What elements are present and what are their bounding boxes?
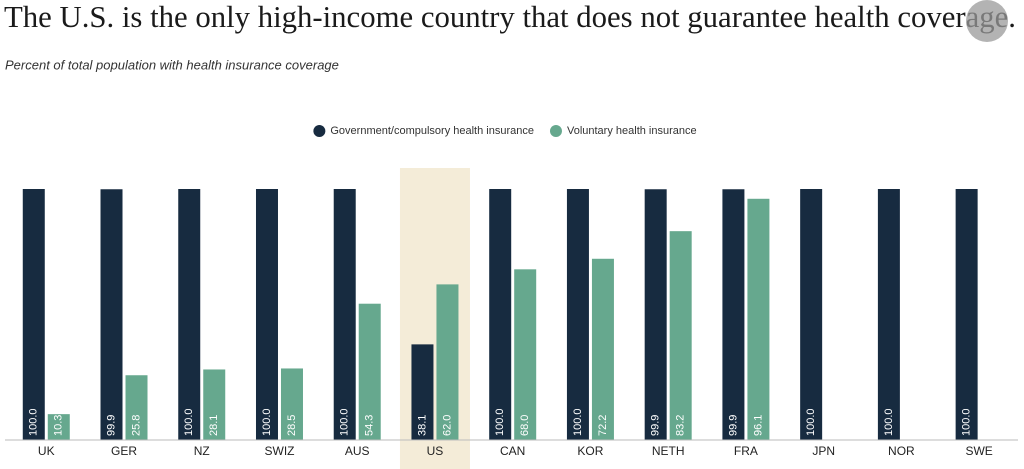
- bar: [47, 414, 70, 440]
- chart-title: The U.S. is the only high-income country…: [4, 0, 1016, 34]
- value-label: 10.3: [53, 415, 65, 436]
- chart-subtitle: Percent of total population with health …: [5, 57, 339, 72]
- x-tick-label: SWE: [965, 444, 992, 458]
- value-label: 38.1: [416, 415, 428, 436]
- bar: [280, 368, 303, 440]
- x-tick-label: NZ: [194, 444, 210, 458]
- legend-label: Voluntary health insurance: [567, 125, 697, 137]
- value-label: 100.0: [805, 408, 817, 436]
- x-tick-label: CAN: [500, 444, 525, 458]
- value-label: 99.9: [105, 415, 117, 436]
- background-layer: [399, 168, 470, 469]
- cursor-indicator: [966, 0, 1008, 42]
- bar: [722, 189, 745, 440]
- x-tick-label: FRA: [734, 444, 758, 458]
- highlight-band: [399, 168, 470, 469]
- value-label: 100.0: [28, 408, 40, 436]
- bar: [591, 258, 614, 440]
- x-tick-label: KOR: [577, 444, 603, 458]
- bar: [644, 189, 667, 440]
- bar: [514, 269, 537, 440]
- x-tick-label: JPN: [812, 444, 835, 458]
- value-label: 99.9: [727, 415, 739, 436]
- bar: [411, 344, 434, 440]
- value-label: 100.0: [883, 408, 895, 436]
- bar: [125, 375, 148, 440]
- value-label: 100.0: [961, 408, 973, 436]
- value-label: 62.0: [441, 415, 453, 436]
- bar: [436, 284, 459, 440]
- legend-label: Government/compulsory health insurance: [330, 125, 534, 137]
- value-label: 83.2: [675, 415, 687, 436]
- bar: [669, 231, 692, 440]
- bar: [255, 189, 278, 440]
- bar: [877, 189, 900, 440]
- bar: [747, 198, 770, 440]
- x-tick-label: NETH: [652, 444, 685, 458]
- legend-marker: [549, 125, 562, 137]
- bar: [203, 369, 226, 440]
- x-tick-label: US: [427, 444, 444, 458]
- bar: [178, 189, 201, 440]
- bar: [358, 303, 381, 440]
- bar: [333, 189, 356, 440]
- x-tick-label: SWIZ: [264, 444, 294, 458]
- legend-marker: [313, 125, 326, 137]
- value-label: 28.1: [208, 415, 220, 436]
- x-tick-label: NOR: [888, 444, 915, 458]
- value-label: 100.0: [261, 408, 273, 436]
- bar: [955, 189, 978, 440]
- bar: [22, 189, 45, 440]
- value-label: 100.0: [183, 408, 195, 436]
- value-label: 100.0: [572, 408, 584, 436]
- value-label: 68.0: [519, 415, 531, 436]
- value-label: 100.0: [494, 408, 506, 436]
- bar: [800, 189, 823, 440]
- value-label: 28.5: [286, 415, 298, 436]
- bar: [566, 189, 589, 440]
- x-tick-label: UK: [38, 444, 55, 458]
- value-label: 99.9: [650, 415, 662, 436]
- legend: Government/compulsory health insurance Vo…: [313, 125, 697, 137]
- value-label: 100.0: [339, 408, 351, 436]
- value-label: 25.8: [130, 415, 142, 436]
- bar: [489, 189, 512, 440]
- value-label: 54.3: [364, 415, 376, 436]
- bar: [100, 189, 123, 440]
- value-label: 72.2: [597, 415, 609, 436]
- x-tick-label: GER: [111, 444, 137, 458]
- value-label: 96.1: [752, 415, 764, 436]
- x-tick-label: AUS: [345, 444, 370, 458]
